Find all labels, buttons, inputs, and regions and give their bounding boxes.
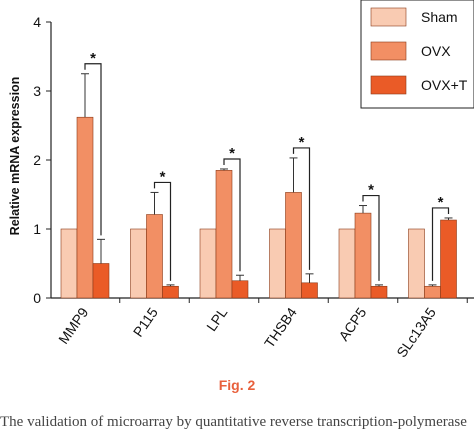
category-label-p115: P115 <box>130 304 161 339</box>
significance-bracket-lpl <box>223 158 241 272</box>
significance-star-lpl: * <box>229 145 235 162</box>
significance-star-acp5: * <box>368 182 374 199</box>
y-tick-label-4: 4 <box>33 14 41 30</box>
bar-mmp9-ovx <box>76 116 94 299</box>
bar-mmp9-ovx-t <box>92 263 110 299</box>
body-text-fragment: The validation of microarray by quantita… <box>0 414 467 430</box>
bar-thsb4-ovx <box>285 192 302 299</box>
bar-acp5-sham <box>338 228 356 299</box>
significance-star-slc13a5: * <box>438 194 444 211</box>
category-label-slc13a5: SLc13A5 <box>393 304 439 360</box>
bar-lpl-ovx <box>215 170 233 299</box>
bar-thsb4-sham <box>269 228 286 299</box>
legend-label-sham: Sham <box>421 9 458 25</box>
bar-lpl-ovx-t <box>231 280 249 299</box>
y-tick-label-1: 1 <box>33 221 41 237</box>
significance-star-p115: * <box>160 168 166 185</box>
bars <box>60 116 457 299</box>
significance-bracket-acp5 <box>362 194 380 281</box>
legend: Sham OVX OVX+T <box>360 0 474 109</box>
category-labels: MMP9P115LPLTHSB4ACP5SLc13A5IBSP <box>55 304 439 360</box>
bar-slc13a5-sham <box>408 228 425 299</box>
legend-label-ovx: OVX <box>421 43 451 59</box>
bar-slc13a5-ovx-t <box>440 219 457 299</box>
category-label-acp5: ACP5 <box>335 304 369 343</box>
bar-acp5-ovx <box>354 212 372 299</box>
significance-star-mmp9: * <box>90 50 96 67</box>
bar-p115-ovx <box>146 214 163 299</box>
significance-bracket-mmp9 <box>84 63 102 236</box>
category-label-thsb4: THSB4 <box>261 304 300 350</box>
significance-bracket-p115 <box>153 181 172 281</box>
bar-thsb4-ovx-t <box>301 282 318 299</box>
bar-mmp9-sham <box>60 228 78 299</box>
significance-bracket-slc13a5 <box>431 207 450 281</box>
legend-swatch-sham <box>370 7 407 27</box>
y-axis-title: Relative mRNA expression <box>8 77 22 236</box>
category-label-mmp9: MMP9 <box>55 304 91 346</box>
bar-p115-ovx-t <box>162 285 179 299</box>
error-bars <box>81 73 453 287</box>
legend-swatch-ovx-t <box>370 75 407 95</box>
significance-markers: ******* <box>84 50 450 281</box>
bar-lpl-sham <box>199 228 217 299</box>
legend-swatch-ovx <box>370 41 407 61</box>
y-tick-label-0: 0 <box>33 290 41 306</box>
category-label-lpl: LPL <box>203 304 231 334</box>
figure-caption: Fig. 2 <box>218 377 256 393</box>
y-tick-label-3: 3 <box>33 83 41 99</box>
axes: 0 1 2 3 4 <box>33 14 474 306</box>
y-tick-label-2: 2 <box>33 152 41 168</box>
legend-label-ovx-t: OVX+T <box>421 77 468 93</box>
significance-star-thsb4: * <box>299 134 305 151</box>
bar-acp5-ovx-t <box>370 285 388 299</box>
bar-slc13a5-ovx <box>424 285 441 299</box>
significance-bracket-thsb4 <box>292 147 311 270</box>
bar-p115-sham <box>130 228 147 299</box>
